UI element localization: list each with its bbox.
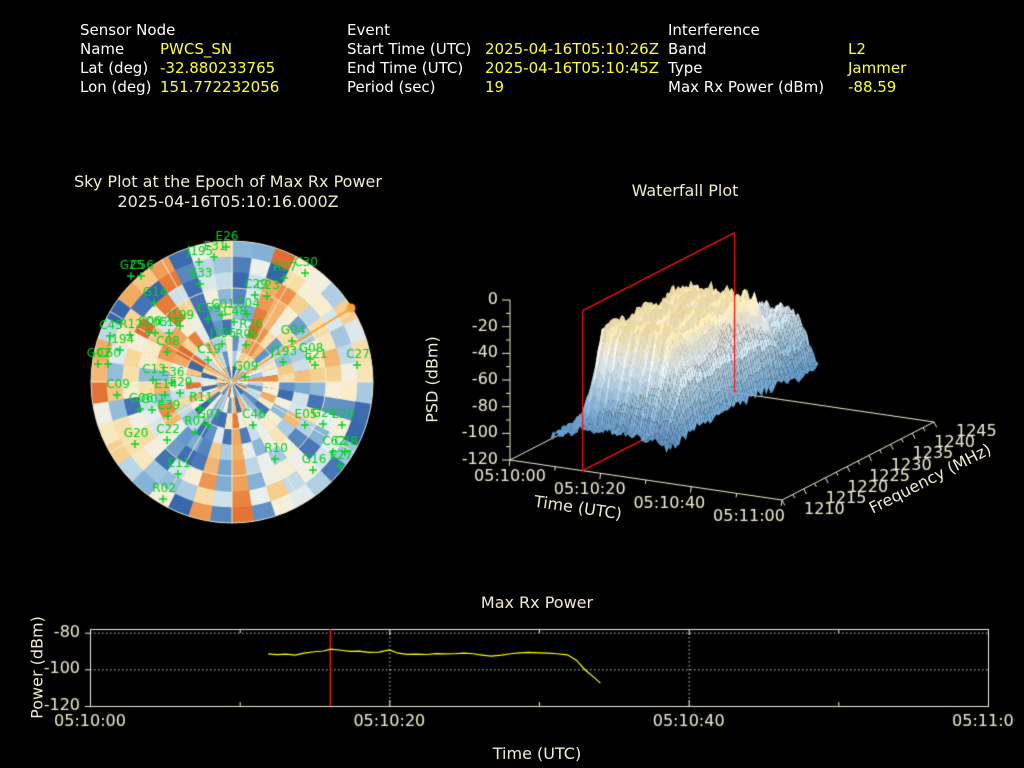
event-period-value: 19 bbox=[485, 78, 505, 96]
sensor-lon-label: Lon (deg) bbox=[80, 78, 152, 96]
interference-type-value: Jammer bbox=[848, 59, 907, 77]
interference-maxrx-row: Max Rx Power (dBm) -88.59 bbox=[668, 78, 906, 97]
interference-type-label: Type bbox=[668, 59, 703, 77]
power-plot-canvas bbox=[15, 585, 1015, 765]
event-start-value: 2025-04-16T05:10:26Z bbox=[485, 40, 659, 58]
interference-panel: Interference Band L2 Type Jammer Max Rx Po… bbox=[668, 21, 906, 97]
sensor-name-label: Name bbox=[80, 40, 125, 58]
sky-plot-subtitle: 2025-04-16T05:10:16.000Z bbox=[117, 192, 339, 211]
event-panel: Event Start Time (UTC) 2025-04-16T05:10:2… bbox=[347, 21, 659, 97]
sensor-lat-value: -32.880233765 bbox=[160, 59, 276, 77]
event-end-row: End Time (UTC) 2025-04-16T05:10:45Z bbox=[347, 59, 659, 78]
event-period-row: Period (sec) 19 bbox=[347, 78, 659, 97]
interference-maxrx-value: -88.59 bbox=[848, 78, 897, 96]
event-title: Event bbox=[347, 21, 390, 39]
interference-band-label: Band bbox=[668, 40, 707, 58]
interference-title: Interference bbox=[668, 21, 760, 39]
event-end-value: 2025-04-16T05:10:45Z bbox=[485, 59, 659, 77]
event-end-label: End Time (UTC) bbox=[347, 59, 464, 77]
event-period-label: Period (sec) bbox=[347, 78, 436, 96]
interference-maxrx-label: Max Rx Power (dBm) bbox=[668, 78, 825, 96]
sensor-lat-label: Lat (deg) bbox=[80, 59, 149, 77]
sensor-name-value: PWCS_SN bbox=[160, 40, 233, 58]
sensor-lon-row: Lon (deg) 151.772232056 bbox=[80, 78, 279, 97]
sensor-node-panel: Sensor Node Name PWCS_SN Lat (deg) -32.880… bbox=[80, 21, 279, 97]
event-start-label: Start Time (UTC) bbox=[347, 40, 472, 58]
sensor-lat-row: Lat (deg) -32.880233765 bbox=[80, 59, 279, 78]
sensor-node-title: Sensor Node bbox=[80, 21, 176, 39]
interference-band-row: Band L2 bbox=[668, 40, 906, 59]
sky-plot-title: Sky Plot at the Epoch of Max Rx Power bbox=[74, 172, 382, 191]
interference-type-row: Type Jammer bbox=[668, 59, 906, 78]
sky-plot-canvas bbox=[55, 225, 395, 535]
interference-band-value: L2 bbox=[848, 40, 866, 58]
event-start-row: Start Time (UTC) 2025-04-16T05:10:26Z bbox=[347, 40, 659, 59]
waterfall-canvas bbox=[415, 195, 1015, 525]
sensor-lon-value: 151.772232056 bbox=[160, 78, 280, 96]
sensor-name-row: Name PWCS_SN bbox=[80, 40, 279, 59]
